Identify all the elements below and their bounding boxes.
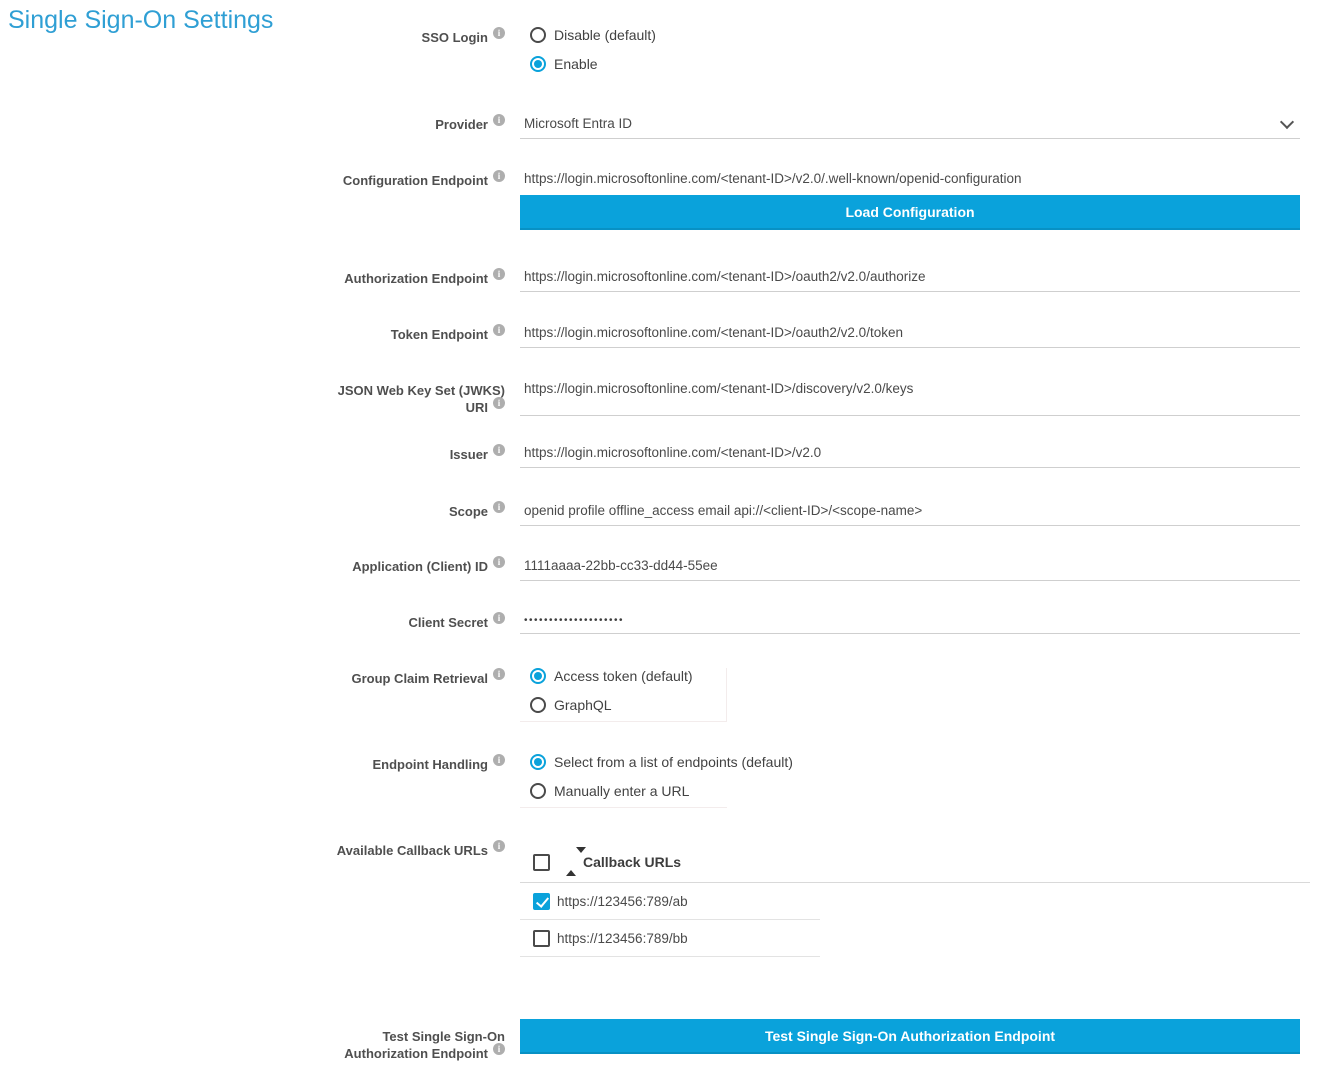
row-checkbox-checked[interactable] bbox=[533, 892, 550, 910]
group-claim-retrieval-label: Group Claim Retrieval i bbox=[0, 668, 505, 687]
application-client-id-label: Application (Client) ID i bbox=[0, 556, 505, 575]
callback-urls-header-row: Callback URLs bbox=[520, 847, 1310, 883]
issuer-label: Issuer i bbox=[0, 444, 505, 463]
callback-urls-table: Callback URLs https://123456:789/ab http… bbox=[520, 847, 1310, 957]
radio-option-graphql[interactable]: GraphQL bbox=[530, 697, 726, 713]
provider-label: Provider i bbox=[0, 114, 505, 133]
sso-login-radio-group: Disable (default) Enable bbox=[520, 27, 1300, 85]
scope-label: Scope i bbox=[0, 501, 505, 520]
table-row: https://123456:789/ab bbox=[520, 883, 820, 920]
token-endpoint-label: Token Endpoint i bbox=[0, 324, 505, 343]
radio-option-disable[interactable]: Disable (default) bbox=[530, 27, 1300, 43]
provider-select[interactable]: Microsoft Entra ID bbox=[520, 116, 1300, 139]
radio-option-select-list[interactable]: Select from a list of endpoints (default… bbox=[530, 754, 793, 770]
jwks-uri-input[interactable]: https://login.microsoftonline.com/<tenan… bbox=[520, 381, 1300, 416]
authorization-endpoint-label: Authorization Endpoint i bbox=[0, 268, 505, 287]
radio-option-manual-url[interactable]: Manually enter a URL bbox=[530, 783, 727, 799]
info-icon[interactable]: i bbox=[493, 27, 505, 39]
page-title: Single Sign-On Settings bbox=[8, 6, 274, 34]
available-callback-urls-label: Available Callback URLs i bbox=[0, 840, 505, 859]
radio-icon[interactable] bbox=[530, 27, 546, 43]
configuration-endpoint-input[interactable]: https://login.microsoftonline.com/<tenan… bbox=[524, 171, 1022, 186]
info-icon[interactable]: i bbox=[493, 501, 505, 513]
radio-icon-checked[interactable] bbox=[530, 56, 546, 72]
issuer-input[interactable]: https://login.microsoftonline.com/<tenan… bbox=[520, 445, 1300, 468]
info-icon[interactable]: i bbox=[493, 170, 505, 182]
sort-icon[interactable] bbox=[566, 847, 586, 876]
radio-icon-checked[interactable] bbox=[530, 668, 546, 684]
authorization-endpoint-input[interactable]: https://login.microsoftonline.com/<tenan… bbox=[520, 269, 1300, 292]
token-endpoint-input[interactable]: https://login.microsoftonline.com/<tenan… bbox=[520, 325, 1300, 348]
sso-login-label: SSO Login i bbox=[0, 27, 505, 46]
radio-icon-checked[interactable] bbox=[530, 754, 546, 770]
client-secret-label: Client Secret i bbox=[0, 612, 505, 631]
test-sso-label: Test Single Sign-On Authorization Endpoi… bbox=[344, 1029, 505, 1061]
scope-input[interactable]: openid profile offline_access email api:… bbox=[520, 503, 1300, 526]
callback-urls-column-header[interactable]: Callback URLs bbox=[583, 854, 682, 870]
radio-option-access-token[interactable]: Access token (default) bbox=[530, 668, 726, 684]
info-icon[interactable]: i bbox=[493, 556, 505, 568]
info-icon[interactable]: i bbox=[493, 444, 505, 456]
test-sso-authorization-button[interactable]: Test Single Sign-On Authorization Endpoi… bbox=[520, 1019, 1300, 1054]
info-icon[interactable]: i bbox=[493, 612, 505, 624]
radio-icon[interactable] bbox=[530, 697, 546, 713]
row-checkbox[interactable] bbox=[533, 929, 550, 947]
select-all-checkbox[interactable] bbox=[533, 853, 550, 871]
table-row: https://123456:789/bb bbox=[520, 920, 820, 957]
info-icon[interactable]: i bbox=[493, 268, 505, 280]
info-icon[interactable]: i bbox=[493, 114, 505, 126]
info-icon[interactable]: i bbox=[493, 1043, 505, 1055]
info-icon[interactable]: i bbox=[493, 754, 505, 766]
info-icon[interactable]: i bbox=[493, 397, 505, 409]
info-icon[interactable]: i bbox=[493, 840, 505, 852]
chevron-down-icon bbox=[1282, 117, 1292, 127]
application-client-id-input[interactable]: 1111aaaa-22bb-cc33-dd44-55ee bbox=[520, 558, 1300, 581]
info-icon[interactable]: i bbox=[493, 324, 505, 336]
radio-icon[interactable] bbox=[530, 783, 546, 799]
jwks-uri-label: JSON Web Key Set (JWKS) URI i bbox=[337, 383, 505, 415]
load-configuration-button[interactable]: Load Configuration bbox=[520, 195, 1300, 230]
client-secret-input[interactable]: •••••••••••••••••••• bbox=[520, 610, 1300, 634]
endpoint-handling-label: Endpoint Handling i bbox=[0, 754, 505, 773]
configuration-endpoint-label: Configuration Endpoint i bbox=[0, 170, 505, 189]
radio-option-enable[interactable]: Enable bbox=[530, 56, 1300, 72]
endpoint-handling-radio-group: Select from a list of endpoints (default… bbox=[520, 754, 793, 808]
group-claim-radio-group: Access token (default) GraphQL bbox=[520, 668, 727, 722]
info-icon[interactable]: i bbox=[493, 668, 505, 680]
